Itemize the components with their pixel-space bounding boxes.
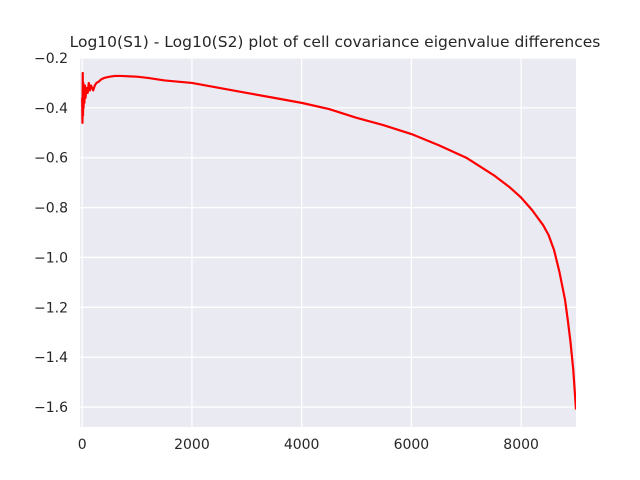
x-tick-label: 8000 — [503, 437, 539, 453]
x-tick-label: 6000 — [394, 437, 430, 453]
plot-area — [80, 58, 576, 427]
series-line-0 — [81, 71, 576, 410]
y-tick-label: −0.4 — [34, 101, 68, 117]
y-axis: −0.2 −0.4 −0.6 −0.8 −1.0 −1.2 −1.4 −1.6 — [34, 51, 68, 416]
y-tick-label: −0.8 — [34, 201, 68, 217]
x-axis: 0 2000 4000 6000 8000 — [78, 437, 539, 453]
chart-title: Log10(S1) - Log10(S2) plot of cell covar… — [70, 33, 601, 51]
y-tick-label: −1.2 — [34, 300, 68, 316]
y-tick-label: −1.4 — [34, 350, 68, 366]
series-layer — [81, 71, 576, 410]
grid-lines — [80, 57, 576, 427]
y-tick-label: −0.6 — [34, 151, 68, 167]
y-tick-label: −0.2 — [34, 51, 68, 67]
x-tick-label: 2000 — [174, 437, 210, 453]
x-tick-label: 4000 — [284, 437, 320, 453]
y-tick-label: −1.6 — [34, 400, 68, 416]
y-tick-label: −1.0 — [34, 250, 68, 266]
x-tick-label: 0 — [78, 437, 87, 453]
